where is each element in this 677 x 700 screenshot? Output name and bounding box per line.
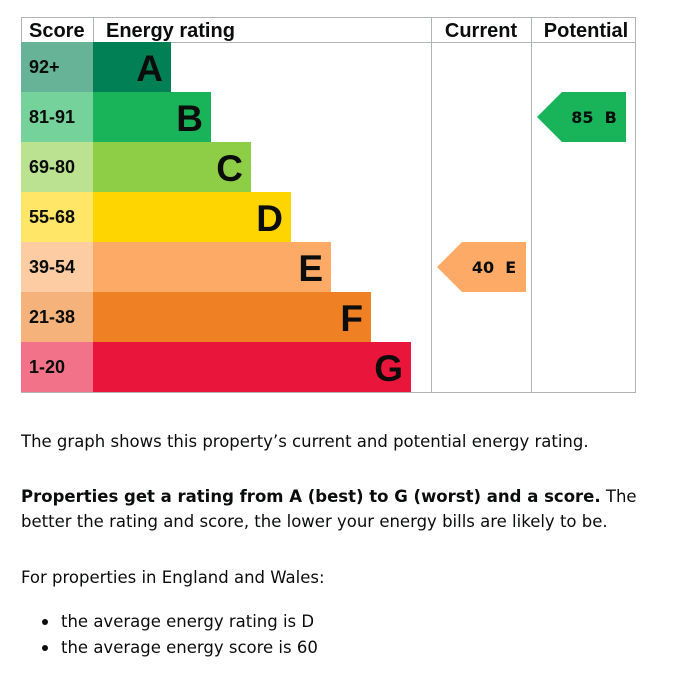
score-cell-g	[21, 342, 93, 392]
potential-rating-label: 85 B	[571, 108, 617, 127]
energy-rating-chart: 92+ A81-91 B69-80 C55-68 D39-54 E21-38 F1-20 G …	[21, 17, 636, 393]
score-range-a: 92+	[29, 57, 60, 77]
rating-letter-g: G	[374, 348, 403, 389]
current-rating-label: 40 E	[472, 258, 516, 277]
score-cell-d	[21, 192, 93, 242]
rating-explanation: Properties get a rating from A (best) to…	[21, 484, 661, 534]
score-range-e: 39-54	[29, 257, 75, 277]
header-current: Current	[445, 20, 518, 42]
rating-bar-f	[93, 292, 371, 342]
rating-explanation-rest: The better the rating and score, the low…	[21, 487, 637, 531]
rating-letter-c: C	[216, 148, 243, 189]
rating-letter-d: D	[256, 198, 283, 239]
rating-letter-a: A	[136, 48, 163, 89]
score-cell-a	[21, 42, 93, 92]
score-range-b: 81-91	[29, 107, 75, 127]
rating-bar-g	[93, 342, 411, 392]
score-range-c: 69-80	[29, 157, 75, 177]
header-potential: Potential	[544, 20, 628, 42]
score-cell-b	[21, 92, 93, 142]
rating-bar-c	[93, 142, 251, 192]
rating-bar-a	[93, 42, 171, 92]
score-range-g: 1-20	[29, 357, 65, 377]
rating-letter-f: F	[340, 298, 363, 339]
graph-description: The graph shows this property’s current …	[21, 432, 589, 451]
rating-bar-b	[93, 92, 211, 142]
average-rating-item: the average energy rating is D	[21, 609, 318, 635]
header-energy-rating: Energy rating	[106, 20, 235, 42]
rating-bar-d	[93, 192, 291, 242]
average-score-item: the average energy score is 60	[21, 635, 318, 661]
rating-letter-e: E	[298, 248, 323, 289]
score-cell-f	[21, 292, 93, 342]
score-cell-c	[21, 142, 93, 192]
rating-letter-b: B	[176, 98, 203, 139]
score-range-f: 21-38	[29, 307, 75, 327]
score-range-d: 55-68	[29, 207, 75, 227]
averages-list: the average energy rating is D the avera…	[21, 609, 318, 661]
score-cell-e	[21, 242, 93, 292]
current-rating-arrow	[437, 242, 526, 292]
rating-bar-e	[93, 242, 331, 292]
rating-arrows: 40 E 85 B	[437, 92, 626, 292]
potential-rating-arrow	[537, 92, 626, 142]
rating-bands: 92+ A 81-91 B 69-80 C 55-68 D 39-54 E 21-38 F 1-20 G	[21, 42, 411, 392]
region-intro: For properties in England and Wales:	[21, 568, 325, 587]
rating-explanation-bold: Properties get a rating from A (best) to…	[21, 487, 601, 506]
header-score: Score	[29, 20, 85, 42]
